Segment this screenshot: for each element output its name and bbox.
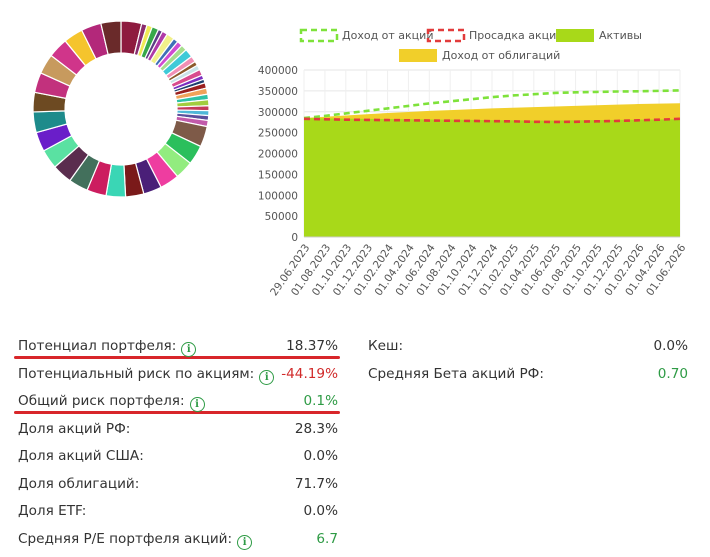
stat-row: Общий риск портфеля: i 0.1% (18, 391, 338, 412)
stat-value: 6.7 (316, 530, 338, 547)
y-tick-label: 250000 (258, 128, 298, 140)
info-icon[interactable]: i (259, 369, 275, 385)
stat-value: -44.19% (281, 365, 338, 382)
stat-value: 18.37% (286, 338, 338, 354)
stat-row: Доля облигаций: 71.7% (18, 474, 338, 494)
y-tick-label: 0 (291, 232, 298, 244)
stat-row: Доля ETF: 0.0% (18, 501, 338, 521)
stat-label: Доля ETF: (18, 503, 87, 519)
portfolio-stats-left: Потенциал портфеля: i 18.37% Потенциальный … (18, 336, 338, 554)
y-tick-label: 50000 (265, 211, 298, 223)
info-icon[interactable]: i (181, 342, 197, 357)
stat-value: 71.7% (294, 475, 338, 492)
y-tick-label: 400000 (258, 65, 298, 77)
stat-label: Доля облигаций: (18, 475, 140, 492)
y-tick-label: 350000 (258, 86, 298, 98)
stat-value: 0.1% (303, 393, 338, 409)
y-tick-label: 100000 (258, 190, 298, 202)
series-line-stock-income (303, 89, 681, 120)
info-icon[interactable]: i (189, 397, 205, 412)
stat-value: 0.70 (657, 365, 688, 382)
y-tick-label: 300000 (258, 107, 298, 119)
stat-label: Доля акций США: (18, 448, 144, 464)
stat-value: 28.3% (294, 420, 338, 437)
stat-row: Средняя Бета акций РФ: 0.70 (368, 364, 688, 384)
stat-value: 0.0% (303, 448, 338, 464)
legend-item-bond-income[interactable]: Доход от облигаций (399, 49, 560, 62)
donut-slice-45[interactable] (100, 20, 122, 56)
portfolio-donut-chart (32, 20, 210, 198)
info-icon[interactable]: i (237, 534, 253, 550)
portfolio-forecast-chart: Доход от акций Просадка акций Активы Дох… (258, 28, 689, 298)
highlight-underline (14, 411, 340, 414)
highlight-underline (14, 356, 340, 359)
legend-label-bond-income: Доход от облигаций (442, 49, 560, 62)
legend-item-stock-income[interactable]: Доход от акций (299, 28, 433, 43)
y-tick-label: 200000 (258, 149, 298, 161)
stat-row: Доля акций США: 0.0% (18, 446, 338, 466)
chart-legend: Доход от акций Просадка акций Активы Дох… (299, 28, 642, 62)
stat-row: Потенциальный риск по акциям: i -44.19% (18, 364, 338, 385)
legend-item-stock-drawdown[interactable]: Просадка акций (426, 28, 563, 43)
portfolio-stats-right: Кеш: 0.0% Средняя Бета акций РФ: 0.70 (368, 336, 688, 396)
stat-row: Доля акций РФ: 28.3% (18, 419, 338, 439)
legend-label-stock-drawdown: Просадка акций (469, 29, 563, 42)
stat-label: Общий риск портфеля: i (18, 391, 205, 412)
legend-item-assets[interactable]: Активы (556, 29, 642, 42)
series-line-stock-drawdown (303, 117, 681, 124)
stat-row: Потенциал портфеля: i 18.37% (18, 336, 338, 357)
stat-row: Средняя P/E портфеля акций: i 6.7 (18, 529, 338, 550)
legend-label-stock-income: Доход от акций (342, 29, 433, 42)
stat-label: Доля акций РФ: (18, 420, 131, 437)
stat-value: 0.0% (303, 503, 338, 519)
stat-value: 0.0% (653, 338, 688, 354)
stat-label: Средняя Бета акций РФ: (368, 365, 544, 382)
stat-label: Средняя P/E портфеля акций: i (18, 529, 253, 550)
stat-label: Потенциальный риск по акциям: i (18, 364, 275, 385)
y-tick-label: 150000 (258, 169, 298, 181)
plot-area: 0 50000 100000 150000 200000 250000 300000 3500… (258, 65, 689, 298)
stat-label: Кеш: (368, 338, 404, 354)
legend-label-assets: Активы (599, 29, 642, 42)
series-area-assets (304, 118, 680, 237)
stat-label: Потенциал портфеля: i (18, 336, 197, 357)
stat-row: Кеш: 0.0% (368, 336, 688, 356)
